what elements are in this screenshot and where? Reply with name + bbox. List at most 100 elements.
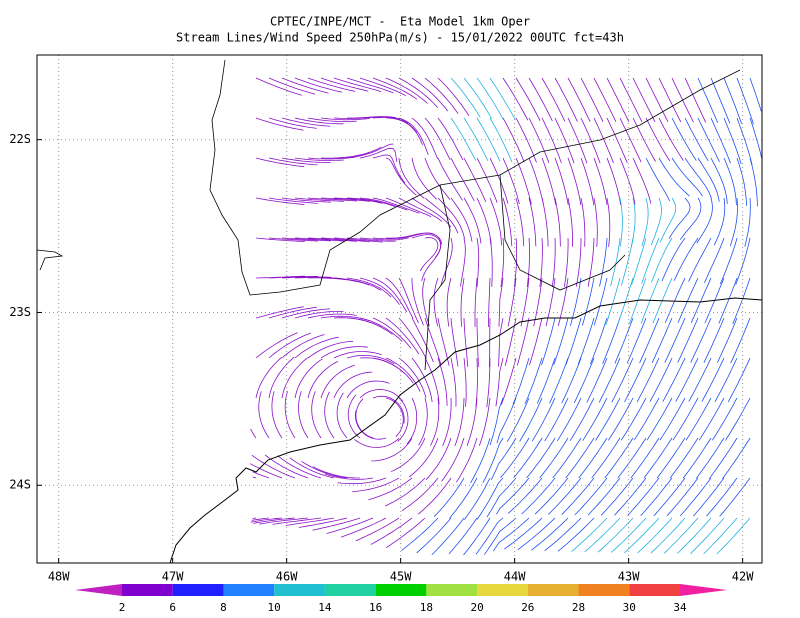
streamline [656, 437, 686, 479]
streamline [595, 397, 621, 441]
streamline [498, 317, 504, 367]
streamline [512, 357, 530, 405]
streamline [688, 237, 712, 282]
streamline [411, 357, 433, 403]
streamline [749, 77, 762, 112]
streamline [506, 397, 530, 443]
streamline [346, 143, 394, 159]
streamline [320, 197, 370, 202]
streamline [539, 237, 543, 287]
streamline [463, 117, 489, 161]
streamline [571, 517, 608, 552]
streamline [502, 157, 520, 205]
streamline [565, 317, 582, 365]
streamline [587, 477, 621, 516]
streamline [411, 278, 424, 326]
streamline [698, 397, 725, 441]
streamline [449, 477, 478, 519]
streamline [643, 437, 673, 479]
streamline [333, 146, 382, 159]
streamline [372, 277, 408, 313]
chart-subtitle: Stream Lines/Wind Speed 250hPa(m/s) - 15… [176, 31, 624, 45]
streamline [606, 197, 611, 247]
streamline [661, 237, 686, 282]
streamline [515, 157, 532, 205]
colorbar-segment [122, 584, 173, 596]
streamline [695, 437, 725, 479]
colorbar-segment [477, 584, 528, 596]
streamline [489, 157, 509, 204]
streamline [528, 157, 544, 205]
streamline [359, 277, 400, 305]
colorbar-segment [324, 584, 376, 596]
streamline [614, 317, 634, 364]
streamline [437, 77, 470, 117]
streamline [476, 77, 504, 120]
streamline [437, 197, 465, 239]
streamline [557, 397, 582, 442]
streamline [255, 117, 304, 131]
streamline [524, 357, 543, 405]
streamline [541, 317, 556, 366]
streamline [346, 277, 392, 298]
streamline [582, 397, 608, 441]
streamline [258, 391, 270, 439]
streamline [567, 157, 582, 206]
streamline [580, 77, 604, 122]
streamline [355, 398, 374, 439]
streamline [716, 317, 738, 363]
streamline [722, 437, 751, 479]
streamline [411, 197, 452, 228]
streamline [424, 357, 440, 405]
streamline [517, 517, 556, 551]
streamline [320, 277, 370, 286]
streamline [424, 157, 451, 201]
streamline [736, 117, 753, 165]
streamline [255, 237, 305, 242]
streamline [723, 157, 737, 206]
streamline [496, 397, 517, 444]
streamline [424, 117, 451, 160]
colorbar-end [75, 584, 122, 596]
streamline [255, 77, 302, 96]
streamline [591, 437, 621, 479]
streamline [385, 197, 432, 218]
streamline [409, 437, 439, 478]
chart-title: CPTEC/INPE/MCT - Eta Model 1km Oper [270, 15, 530, 29]
streamline [463, 517, 491, 556]
colorbar-label: 34 [673, 601, 687, 614]
streamline [528, 117, 550, 163]
streamline [593, 117, 614, 164]
streamline [536, 357, 556, 404]
streamline [301, 460, 348, 479]
streamline [320, 117, 370, 121]
streamline [593, 157, 608, 206]
streamline [659, 197, 677, 243]
streamline [437, 117, 464, 161]
streamline [584, 517, 621, 553]
streamline [463, 157, 487, 203]
streamline [476, 318, 479, 367]
streamline [658, 117, 684, 161]
colorbar-label: 6 [169, 601, 176, 614]
streamline [710, 77, 731, 124]
streamline [307, 237, 357, 242]
streamline [651, 237, 673, 283]
streamline [606, 157, 621, 206]
map-frame [36, 54, 763, 564]
streamline [252, 476, 257, 479]
streamline [719, 477, 751, 517]
streamline [307, 117, 357, 122]
streamline [713, 197, 726, 246]
streamline [557, 277, 569, 327]
streamline [324, 473, 374, 480]
streamline [502, 77, 529, 121]
streamline [666, 477, 699, 517]
streamline [250, 517, 283, 523]
streamline [433, 277, 439, 327]
streamline [561, 477, 595, 515]
streamline [483, 517, 517, 555]
streamline [640, 477, 673, 516]
streamline [500, 437, 530, 478]
streamline [294, 197, 344, 202]
